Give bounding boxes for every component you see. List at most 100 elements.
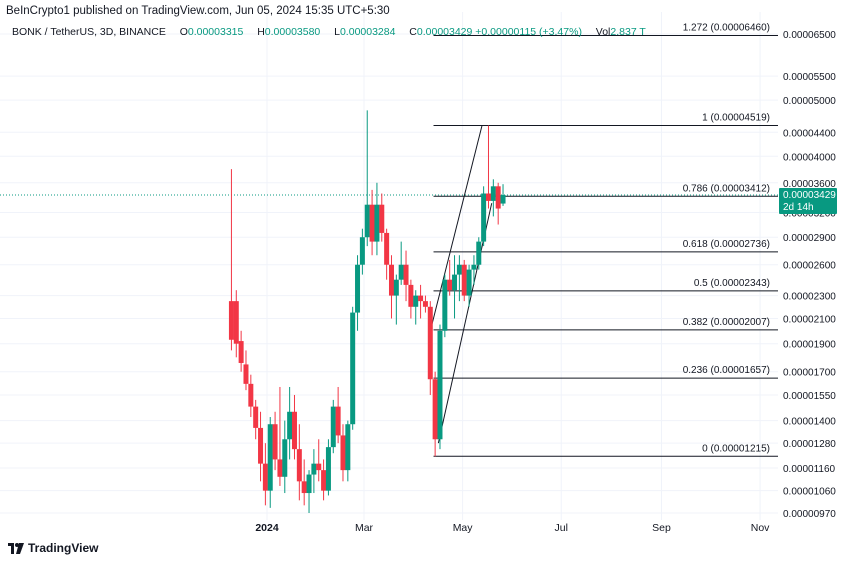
candle[interactable] (345, 420, 351, 482)
candle[interactable] (418, 284, 424, 319)
candle[interactable] (471, 255, 477, 285)
candle[interactable] (253, 399, 259, 440)
candle[interactable] (379, 193, 385, 242)
candle[interactable] (306, 470, 312, 513)
candle-body (384, 232, 390, 265)
volume-label: Vol (595, 26, 611, 38)
candle[interactable] (495, 182, 501, 225)
open-label: O (179, 26, 188, 38)
low-value: 0.00003284 (339, 26, 396, 38)
candle[interactable] (447, 259, 453, 296)
candle[interactable] (427, 301, 433, 395)
candle[interactable] (291, 394, 297, 460)
candle[interactable] (330, 399, 336, 454)
candle-body (442, 279, 448, 331)
candle-body (355, 264, 361, 313)
candle[interactable] (350, 306, 356, 430)
candle[interactable] (316, 439, 322, 482)
candle-body (437, 330, 443, 440)
candle[interactable] (437, 324, 443, 450)
candle[interactable] (388, 255, 394, 319)
tradingview-brand[interactable]: TradingView (8, 541, 98, 555)
y-tick-label: 0.00001280 (783, 439, 836, 450)
candle-body (408, 284, 414, 307)
y-tick-label: 0.00002900 (783, 233, 836, 244)
candle[interactable] (233, 290, 239, 358)
candle-body (306, 474, 312, 494)
candle[interactable] (267, 417, 273, 508)
candle[interactable] (500, 184, 506, 206)
candle[interactable] (384, 228, 390, 280)
candle[interactable] (311, 449, 317, 494)
candle-body (272, 424, 278, 460)
candle-body (316, 463, 322, 471)
candle-body (490, 186, 496, 201)
x-tick-label: 2024 (255, 522, 279, 534)
symbol-name[interactable]: BONK / TetherUS, 3D, BINANCE (12, 26, 166, 38)
candle[interactable] (408, 279, 414, 319)
candle[interactable] (287, 386, 293, 460)
candle[interactable] (321, 459, 327, 501)
candle[interactable] (335, 386, 341, 444)
candle[interactable] (485, 125, 491, 209)
candle-body (291, 411, 297, 450)
candle[interactable] (228, 169, 234, 351)
candle[interactable] (340, 424, 346, 482)
candle[interactable] (258, 411, 264, 482)
candle-body (330, 406, 336, 448)
candle-body (369, 204, 375, 242)
channel-trendline[interactable] (431, 125, 483, 325)
candle-body (374, 204, 380, 242)
channel-trendline[interactable] (437, 203, 493, 444)
candle[interactable] (262, 443, 268, 506)
candle[interactable] (374, 182, 380, 256)
candle[interactable] (398, 241, 404, 285)
candle-body (267, 424, 273, 491)
fib-level-label: 1.272 (0.00006460) (683, 23, 770, 34)
candle[interactable] (359, 228, 365, 275)
candle[interactable] (442, 274, 448, 338)
candle[interactable] (282, 420, 288, 494)
fib-level-label: 1 (0.00004519) (702, 113, 770, 124)
candle[interactable] (248, 374, 254, 418)
candle[interactable] (243, 350, 249, 391)
candle[interactable] (466, 264, 472, 307)
candle-body (287, 411, 293, 440)
symbol-legend[interactable]: BONK / TetherUS, 3D, BINANCE O0.00003315… (12, 26, 646, 38)
candle[interactable] (277, 386, 283, 486)
candle-body (461, 264, 467, 296)
y-tick-label: 0.00001550 (783, 391, 836, 402)
candle[interactable] (452, 255, 458, 319)
candle-body (277, 459, 283, 477)
candle-body (321, 470, 327, 491)
candle[interactable] (355, 255, 361, 331)
y-tick-label: 0.00002300 (783, 292, 836, 303)
candle[interactable] (238, 330, 244, 372)
candle[interactable] (301, 459, 307, 506)
candle[interactable] (325, 439, 331, 496)
volume-value: 2.837 T (610, 26, 646, 38)
candle[interactable] (422, 295, 428, 313)
candle[interactable] (393, 274, 399, 325)
fib-level-label: 0.618 (0.00002736) (683, 239, 770, 250)
candle[interactable] (272, 411, 278, 471)
candle[interactable] (403, 250, 409, 302)
candle[interactable] (490, 179, 496, 217)
candle[interactable] (461, 259, 467, 302)
candle[interactable] (364, 110, 370, 247)
candle[interactable] (432, 371, 438, 457)
candle[interactable] (369, 189, 375, 256)
candle[interactable] (413, 290, 419, 325)
candle[interactable] (481, 186, 487, 247)
candle-body (422, 301, 428, 307)
y-tick-label: 0.00001060 (783, 487, 836, 498)
candle-body (340, 435, 346, 471)
y-tick-label: 0.00005500 (783, 72, 836, 83)
fib-level-label: 0.236 (0.00001657) (683, 365, 770, 376)
candle[interactable] (456, 255, 462, 302)
y-tick-label: 0.00005000 (783, 96, 836, 107)
candle[interactable] (296, 424, 302, 501)
candle[interactable] (476, 237, 482, 270)
